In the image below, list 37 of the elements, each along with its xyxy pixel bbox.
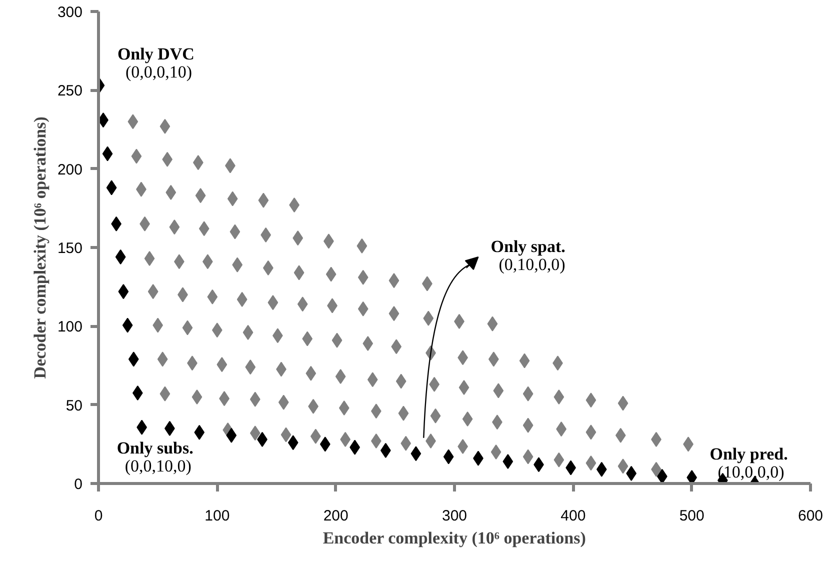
point bbox=[502, 454, 514, 469]
x-tick-label: 600 bbox=[798, 508, 824, 524]
point bbox=[226, 428, 237, 443]
x-tick-label: 200 bbox=[323, 508, 348, 524]
point bbox=[122, 318, 133, 333]
annotation: Only subs. (0,0,10,0) bbox=[116, 438, 194, 476]
y-tick-label: 50 bbox=[66, 397, 83, 414]
y-tick-label: 300 bbox=[57, 4, 83, 21]
point bbox=[115, 249, 126, 264]
point bbox=[132, 386, 143, 401]
point bbox=[106, 180, 117, 196]
point bbox=[657, 468, 668, 484]
x-axis-title: Encoder complexity (10⁶ operations) bbox=[322, 528, 586, 548]
x-tick-label: 100 bbox=[204, 508, 230, 524]
y-tick-label: 200 bbox=[57, 161, 83, 178]
point bbox=[686, 470, 697, 484]
point bbox=[102, 146, 113, 162]
point bbox=[128, 352, 139, 367]
x-tick-label: 300 bbox=[442, 508, 468, 524]
y-tick-label: 100 bbox=[57, 318, 83, 336]
point bbox=[320, 436, 330, 452]
y-axis-title: Decoder complexity (10⁶ operations) bbox=[30, 116, 50, 379]
y-tick-label: 250 bbox=[57, 82, 83, 100]
annotation: Only pred. (10,0,0,0) bbox=[710, 444, 788, 482]
x-tick-label: 500 bbox=[679, 508, 704, 524]
point bbox=[118, 284, 129, 300]
point bbox=[443, 449, 454, 464]
x-tick-label: 400 bbox=[560, 508, 586, 524]
point bbox=[194, 424, 205, 440]
annotation: Only DVC (0,0,0,10) bbox=[117, 44, 194, 82]
annotation: Only spat. (0,10,0,0) bbox=[490, 237, 566, 274]
y-tick-label: 150 bbox=[57, 240, 83, 257]
y-tick-label: 0 bbox=[74, 476, 82, 493]
x-tick-label: 0 bbox=[94, 508, 103, 524]
point bbox=[596, 462, 607, 477]
point bbox=[288, 435, 298, 450]
point bbox=[410, 446, 422, 462]
